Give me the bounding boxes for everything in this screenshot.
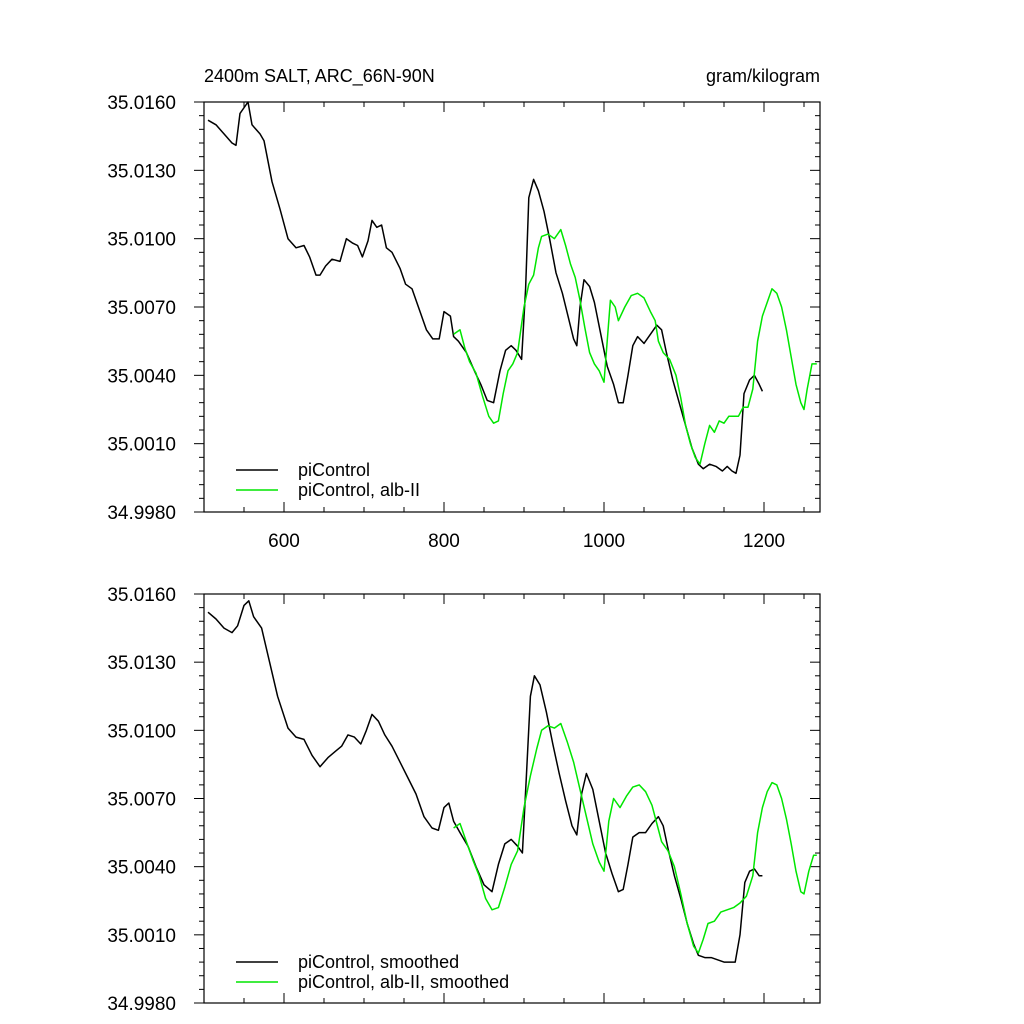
plot-frame xyxy=(203,593,821,1004)
y-tick-label: 35.0010 xyxy=(107,926,176,947)
y-tick-label: 35.0160 xyxy=(107,93,176,114)
series-line-alb-ii xyxy=(453,722,817,954)
y-tick-label: 35.0130 xyxy=(107,653,176,674)
plot-frame xyxy=(203,101,821,513)
series-line-picontrol xyxy=(207,600,763,963)
y-tick-label: 34.9980 xyxy=(107,994,176,1015)
y-tick-label: 35.0040 xyxy=(107,366,176,387)
legend-label: piControl, alb-II xyxy=(298,480,420,500)
series-line-picontrol xyxy=(207,101,764,475)
y-tick-label: 35.0160 xyxy=(107,585,176,606)
chart-title: 2400m SALT, ARC_66N-90N xyxy=(204,66,435,87)
y-tick-label: 34.9980 xyxy=(107,503,176,524)
y-tick-label: 35.0130 xyxy=(107,161,176,182)
bottom-panel: 34.9980 35.0010 35.0040 35.0070 35.0100 35.01… xyxy=(107,585,821,1015)
top-panel: 600 800 1000 1200 34.9980 35.0010 35.0040 35.00… xyxy=(107,93,821,552)
legend-label: piControl, smoothed xyxy=(298,952,459,972)
legend-label: piControl xyxy=(298,460,370,480)
y-tick-label: 35.0070 xyxy=(107,790,176,811)
x-tick-label: 600 xyxy=(268,531,300,552)
x-tick-label: 800 xyxy=(428,531,460,552)
y-tick-label: 35.0100 xyxy=(107,230,176,251)
y-tick-label: 35.0040 xyxy=(107,858,176,879)
x-tick-label: 1200 xyxy=(743,531,785,552)
series-line-alb-ii xyxy=(453,228,817,465)
chart-units: gram/kilogram xyxy=(706,66,820,86)
legend-label: piControl, alb-II, smoothed xyxy=(298,972,509,992)
x-tick-label: 1000 xyxy=(583,531,625,552)
y-tick-label: 35.0100 xyxy=(107,721,176,742)
y-tick-label: 35.0010 xyxy=(107,435,176,456)
y-tick-label: 35.0070 xyxy=(107,298,176,319)
